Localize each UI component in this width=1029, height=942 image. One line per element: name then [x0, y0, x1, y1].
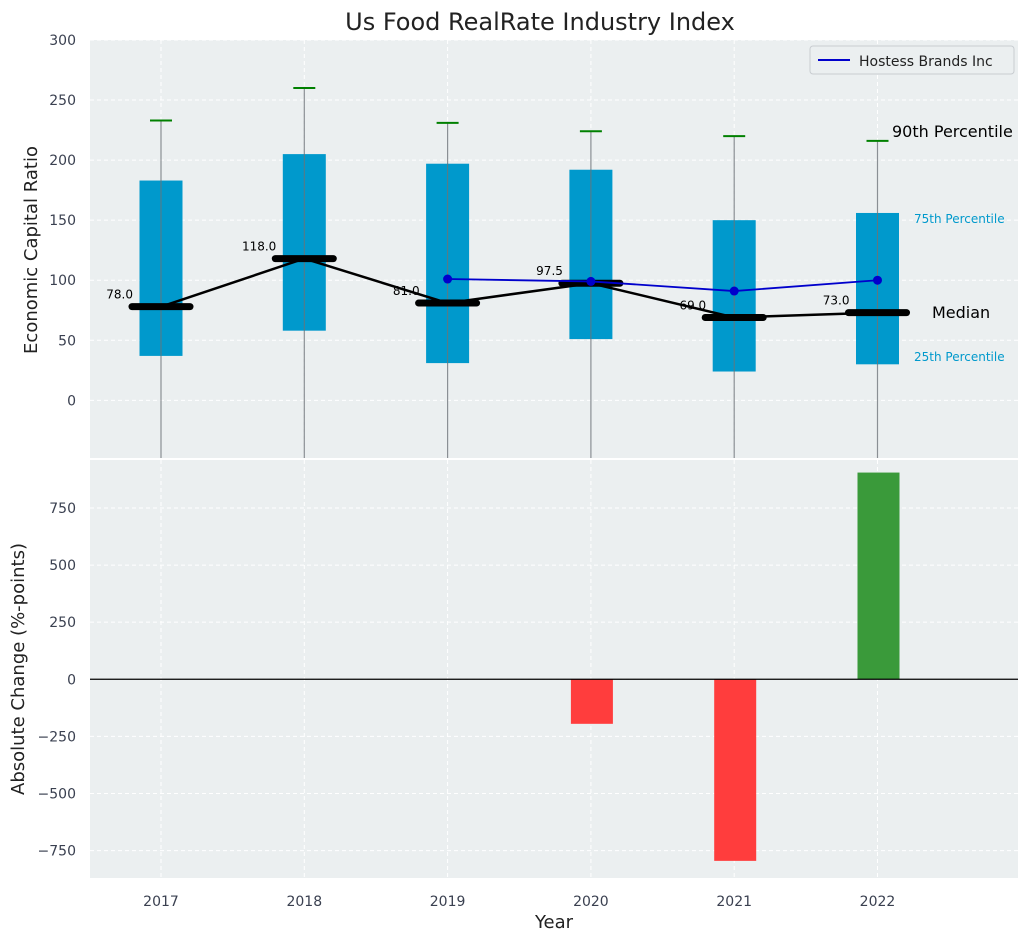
- series-point-hostess: [443, 274, 453, 284]
- top-y-tick-label: 250: [49, 93, 76, 109]
- median-value-label: 97.5: [536, 264, 563, 278]
- annotation-p75: 75th Percentile: [914, 212, 1005, 226]
- x-tick-label: 2022: [860, 894, 896, 910]
- change-bar: [857, 472, 900, 680]
- bottom-y-tick-label: 0: [67, 672, 76, 688]
- median-value-label: 118.0: [242, 240, 276, 254]
- change-bar: [714, 679, 757, 861]
- median-line: [160, 257, 878, 319]
- top-y-tick-label: 50: [58, 333, 76, 349]
- x-axis-label: Year: [534, 912, 574, 933]
- change-bar: [570, 679, 613, 724]
- bottom-y-axis-label: Absolute Change (%-points): [8, 543, 29, 795]
- bottom-y-tick-label: −750: [38, 844, 76, 860]
- top-y-tick-label: 150: [49, 213, 76, 229]
- bottom-y-tick-label: 250: [49, 615, 76, 631]
- bottom-panel: −750 −500 −250 0 250 500 750 2017 2018 2019 2020 20…: [38, 460, 1018, 910]
- x-tick-label: 2020: [573, 894, 609, 910]
- top-y-tick-label: 200: [49, 153, 76, 169]
- legend: Hostess Brands Inc: [809, 45, 1015, 75]
- bottom-y-tick-label: 750: [49, 501, 76, 517]
- annotation-median: Median: [932, 303, 990, 322]
- series-line-hostess: [447, 278, 878, 292]
- bottom-y-tick-label: 500: [49, 558, 76, 574]
- series-point-hostess: [729, 286, 739, 296]
- legend-box: [809, 45, 1015, 75]
- top-y-tick-label: 300: [49, 33, 76, 49]
- x-tick-label: 2021: [716, 894, 752, 910]
- x-tick-label: 2017: [143, 894, 179, 910]
- top-y-axis-label: Economic Capital Ratio: [21, 146, 42, 354]
- x-tick-label: 2019: [430, 894, 466, 910]
- top-y-tick-label: 0: [67, 393, 76, 409]
- annotation-p25: 25th Percentile: [914, 350, 1005, 364]
- chart-title: Us Food RealRate Industry Index: [345, 8, 735, 36]
- top-y-tick-label: 100: [49, 273, 76, 289]
- series-point-hostess: [873, 275, 882, 285]
- median-value-label: 78.0: [106, 288, 133, 302]
- median-value-label: 73.0: [823, 294, 850, 308]
- x-tick-label: 2018: [286, 894, 322, 910]
- legend-label: Hostess Brands Inc: [859, 54, 993, 70]
- bottom-y-tick-label: −500: [38, 786, 76, 802]
- series-point-hostess: [586, 276, 596, 286]
- annotation-p90: 90th Percentile: [892, 122, 1013, 141]
- bottom-y-tick-label: −250: [38, 729, 76, 745]
